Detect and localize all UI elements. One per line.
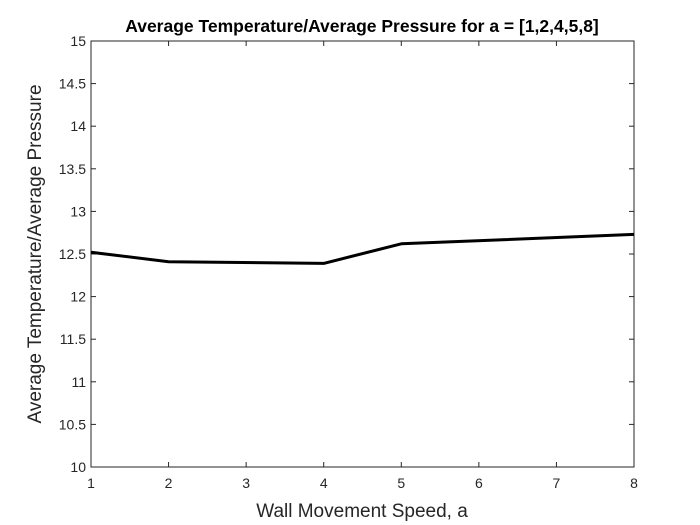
x-axis-label: Wall Movement Speed, a [256, 501, 468, 522]
x-tick-label: 6 [475, 475, 483, 491]
x-tick-label: 5 [397, 475, 405, 491]
y-tick-label: 14.5 [59, 76, 86, 92]
y-tick-label: 15 [70, 33, 86, 49]
y-tick-label: 10 [70, 459, 86, 475]
series-line [90, 232, 635, 265]
x-tick-label: 2 [165, 475, 173, 491]
x-tick-label: 3 [242, 475, 250, 491]
y-tick-label: 10.5 [59, 416, 86, 432]
x-tick-label: 4 [320, 475, 328, 491]
y-tick-label: 13 [70, 203, 86, 219]
x-tick-label: 7 [553, 475, 561, 491]
y-tick-label: 12 [70, 289, 86, 305]
x-tick-label: 8 [630, 475, 638, 491]
y-tick-label: 14 [70, 118, 86, 134]
y-axis-label: Average Temperature/Average Pressure [25, 84, 46, 423]
y-tick-label: 13.5 [59, 161, 86, 177]
y-tick-label: 11 [71, 374, 86, 390]
y-tick-label: 11.5 [60, 331, 86, 347]
y-axis-tick-labels: 10 10.5 11 11.5 12 12.5 13 13.5 14 14.5 15 [59, 33, 86, 475]
axis-ticks [90, 40, 635, 468]
x-tick-label: 1 [87, 475, 95, 491]
y-tick-label: 12.5 [59, 246, 86, 262]
series-group [90, 232, 635, 265]
chart-title: Average Temperature/Average Pressure for… [125, 16, 599, 36]
x-axis-tick-labels: 1 2 3 4 5 6 7 8 [87, 475, 638, 491]
